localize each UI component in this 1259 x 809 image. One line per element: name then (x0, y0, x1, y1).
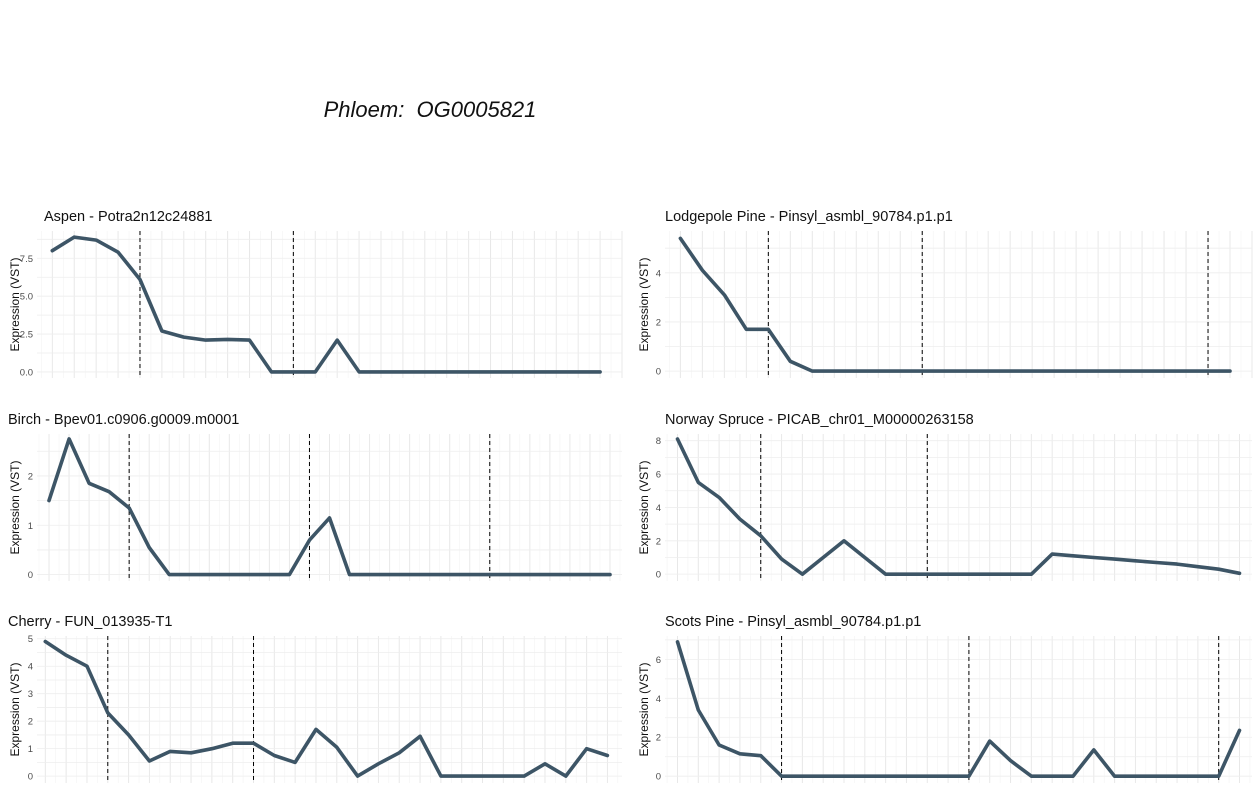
expression-line (675, 437, 1242, 577)
expression-line (675, 639, 1242, 779)
y-tick-label: 6 (656, 655, 661, 666)
panel-6: 0 2 4 6 Scots Pine - Pinsyl_asmbl_90784.p1.p… (637, 614, 1252, 783)
panel-5: 0 1 2 3 4 5 Cherry - FUN_013935-T1 Expression (… (8, 614, 622, 783)
expression-line (50, 235, 602, 374)
y-tick-label: 3 (28, 689, 33, 700)
panel-4: 0 2 4 6 8 Norway Spruce - PICAB_chr01_M000002… (637, 412, 1252, 581)
y-tick-label: 4 (28, 662, 33, 673)
y-axis-label: Expression (VST) (8, 662, 22, 756)
y-tick-label: 2 (28, 471, 33, 482)
panel-title: Birch - Bpev01.c0906.g0009.m0001 (8, 412, 239, 428)
y-tick-label: 5.0 (20, 292, 33, 303)
y-axis-label: Expression (VST) (8, 460, 22, 554)
y-tick-label: 0 (656, 772, 661, 783)
y-tick-label: 2 (656, 317, 661, 328)
panel-2: 0 2 4 Lodgepole Pine - Pinsyl_asmbl_90784.p… (637, 209, 1253, 378)
panel-1: 0.0 2.5 5.0 7.5 Aspen - Potra2n12c24881 Expre… (8, 209, 623, 378)
y-tick-label: 0.0 (20, 367, 33, 378)
expression-line (678, 236, 1232, 373)
y-tick-label: 7.5 (20, 254, 33, 265)
y-tick-label: 5 (28, 634, 33, 645)
y-tick-label: 2 (656, 536, 661, 547)
panel-3: 0 1 2 Birch - Bpev01.c0906.g0009.m0001 Expre… (8, 412, 622, 581)
y-axis-label: Expression (VST) (637, 460, 651, 554)
y-tick-label: 2.5 (20, 330, 33, 341)
y-tick-label: 0 (28, 570, 33, 581)
panel-title: Aspen - Potra2n12c24881 (44, 209, 213, 225)
y-tick-label: 4 (656, 503, 661, 514)
y-tick-label: 6 (656, 470, 661, 481)
y-tick-label: 0 (656, 367, 661, 378)
panel-title: Scots Pine - Pinsyl_asmbl_90784.p1.p1 (665, 614, 921, 630)
expression-line (43, 639, 610, 778)
y-tick-label: 4 (656, 268, 661, 279)
y-tick-label: 8 (656, 436, 661, 447)
y-tick-label: 4 (656, 694, 661, 705)
y-axis-label: Expression (VST) (637, 257, 651, 351)
panel-title: Norway Spruce - PICAB_chr01_M00000263158 (665, 412, 974, 428)
figure-title: Phloem: OG0005821 (323, 97, 537, 122)
y-axis-label: Expression (VST) (637, 662, 651, 756)
y-tick-label: 0 (656, 570, 661, 581)
panel-title: Cherry - FUN_013935-T1 (8, 614, 172, 630)
y-tick-label: 1 (28, 521, 33, 532)
y-tick-label: 1 (28, 744, 33, 755)
y-tick-label: 2 (28, 717, 33, 728)
panel-title: Lodgepole Pine - Pinsyl_asmbl_90784.p1.p… (665, 209, 953, 225)
expression-line (47, 437, 612, 577)
y-axis-label: Expression (VST) (8, 257, 22, 351)
y-tick-label: 2 (656, 733, 661, 744)
y-tick-label: 0 (28, 772, 33, 783)
